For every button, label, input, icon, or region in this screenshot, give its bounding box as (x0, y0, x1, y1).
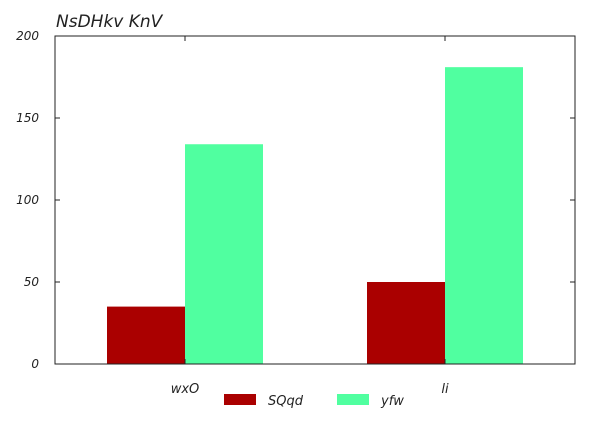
axes: wxO li 0 50 100 150 200 (16, 29, 575, 397)
x-tick-label: li (441, 382, 449, 397)
bar-yfw-li (445, 67, 523, 364)
legend-swatch-yfw (337, 394, 369, 405)
y-tick-label: 100 (16, 193, 39, 207)
y-tick-label: 50 (24, 275, 40, 289)
legend: SQqd yfw (224, 394, 404, 409)
x-tick-label: wxO (171, 382, 200, 397)
bars (107, 67, 523, 364)
legend-label-SQqd: SQqd (268, 394, 304, 409)
legend-swatch-SQqd (224, 394, 256, 405)
y-tick-label: 200 (16, 29, 39, 43)
bar-yfw-wxO (185, 144, 263, 364)
legend-label-yfw: yfw (380, 394, 404, 409)
bar-SQqd-wxO (107, 306, 185, 364)
y-tick-label: 0 (31, 357, 39, 371)
y-tick-label: 150 (16, 111, 39, 125)
chart-title: NsDHkv KnV (56, 12, 164, 32)
bar-SQqd-li (367, 282, 445, 364)
